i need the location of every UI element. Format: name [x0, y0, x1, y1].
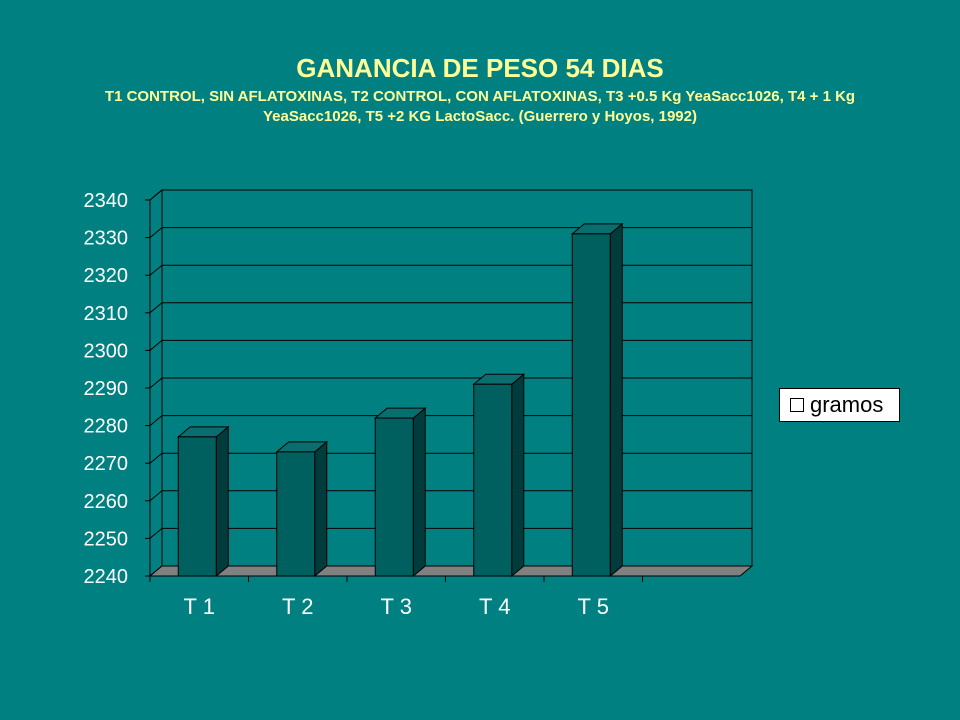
bar — [276, 451, 316, 577]
legend-label: gramos — [810, 392, 884, 417]
bar-side — [314, 440, 328, 578]
y-tick-label: 2290 — [84, 378, 129, 400]
chart-back-wall — [149, 188, 753, 578]
gridline — [149, 302, 752, 314]
x-tick-label: T 1 — [184, 594, 215, 619]
bar — [177, 436, 217, 577]
gridline — [149, 264, 752, 276]
gridline — [149, 189, 752, 201]
bar-side — [511, 373, 525, 578]
x-tick-label: T 5 — [578, 594, 609, 619]
chart-title: GANANCIA DE PESO 54 DIAS — [296, 53, 664, 83]
gridline — [149, 415, 752, 426]
y-tick-label: 2300 — [84, 340, 129, 362]
x-tick-label: T 2 — [282, 594, 313, 619]
y-tick-label: 2260 — [84, 491, 129, 513]
legend-swatch — [790, 398, 804, 412]
bar-side — [412, 407, 426, 578]
gridline — [149, 490, 752, 502]
x-tick-label: T 4 — [479, 594, 510, 619]
chart-floor — [148, 565, 754, 577]
y-tick-label: 2280 — [84, 416, 129, 438]
gridline — [149, 227, 752, 238]
y-tick-label: 2250 — [84, 528, 129, 550]
y-axis-ticks: 2240 2250 2260 2270 2280 2290 2300 2310 2320 2330… — [84, 190, 129, 588]
bar-side — [609, 222, 623, 578]
gridline — [149, 339, 752, 351]
y-tick-label: 2320 — [84, 265, 129, 287]
x-tick-label: T 3 — [381, 594, 412, 619]
gridline — [149, 452, 752, 464]
gridline — [149, 377, 752, 389]
y-tick-label: 2330 — [84, 228, 129, 250]
y-tick-label: 2310 — [84, 303, 129, 325]
y-tick-label: 2240 — [84, 566, 129, 588]
floor-plane — [148, 565, 754, 577]
chart-legend: gramos — [779, 388, 900, 422]
gridline — [149, 527, 752, 539]
bar — [571, 233, 611, 577]
bar — [374, 417, 414, 577]
x-axis-ticks: T 1 T 2 T 3 T 4 T 5 — [184, 594, 609, 619]
y-tick-label: 2270 — [84, 453, 129, 475]
bar — [473, 383, 513, 577]
bar-side — [215, 425, 229, 578]
chart-axes — [149, 200, 740, 582]
chart-bars — [176, 222, 624, 578]
chart-subtitle: T1 CONTROL, SIN AFLATOXINAS, T2 CONTROL,… — [104, 88, 856, 125]
y-tick-label: 2340 — [84, 190, 129, 212]
